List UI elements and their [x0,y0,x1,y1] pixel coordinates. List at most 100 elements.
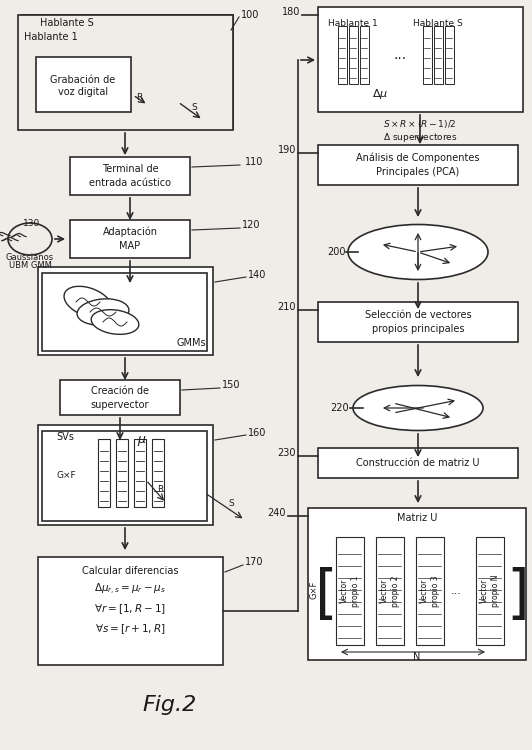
Text: entrada acústico: entrada acústico [89,178,171,188]
FancyBboxPatch shape [318,145,518,185]
Text: SVs: SVs [56,432,74,442]
FancyBboxPatch shape [360,26,369,84]
Text: Gaussianos: Gaussianos [6,253,54,262]
FancyBboxPatch shape [152,439,164,507]
Text: 220: 220 [331,403,350,413]
Text: 230: 230 [278,448,296,458]
Text: $S \times R \times (R-1) / 2$: $S \times R \times (R-1) / 2$ [383,118,457,130]
Text: Vector
propio N: Vector propio N [480,574,500,608]
Text: 100: 100 [241,10,260,20]
Text: 140: 140 [248,270,267,280]
FancyBboxPatch shape [38,425,213,525]
FancyBboxPatch shape [338,26,347,84]
FancyBboxPatch shape [349,26,358,84]
Text: 150: 150 [222,380,240,390]
Text: Terminal de: Terminal de [102,164,159,174]
FancyBboxPatch shape [42,431,207,521]
Ellipse shape [91,310,139,334]
FancyBboxPatch shape [308,508,526,660]
FancyBboxPatch shape [24,15,233,127]
Text: MAP: MAP [120,241,140,251]
Text: 200: 200 [327,247,345,257]
Text: Principales (PCA): Principales (PCA) [376,167,460,177]
FancyBboxPatch shape [336,537,364,645]
Text: N: N [413,652,421,662]
Text: ]: ] [506,568,529,625]
Text: 130: 130 [23,218,40,227]
Text: $\Delta$ supervectores: $\Delta$ supervectores [383,130,458,143]
Text: Creación de: Creación de [91,386,149,396]
Text: S: S [191,104,197,112]
Text: ...: ... [451,586,461,596]
Text: Análisis de Componentes: Análisis de Componentes [356,153,480,164]
Text: Grabación de: Grabación de [51,75,115,85]
Text: μ: μ [137,433,145,446]
Text: Fig.2: Fig.2 [143,695,197,715]
Text: $\Delta\mu_{r,s} = \mu_r - \mu_s$: $\Delta\mu_{r,s} = \mu_r - \mu_s$ [94,581,166,596]
Text: Hablante 1: Hablante 1 [24,32,78,42]
FancyBboxPatch shape [98,439,110,507]
Text: Hablante S: Hablante S [40,18,94,28]
FancyBboxPatch shape [38,267,213,355]
FancyBboxPatch shape [28,15,233,125]
Text: Matriz U: Matriz U [397,513,437,523]
Ellipse shape [64,286,112,318]
FancyBboxPatch shape [60,380,180,415]
Text: Construcción de matriz U: Construcción de matriz U [356,458,480,468]
FancyBboxPatch shape [423,26,432,84]
Text: R: R [136,92,142,101]
Text: 170: 170 [245,557,263,567]
Text: 110: 110 [245,157,263,167]
Text: 190: 190 [278,145,296,155]
Text: $\forall s = [r+1, R]$: $\forall s = [r+1, R]$ [95,622,165,636]
Text: 160: 160 [248,428,267,438]
Text: S: S [228,499,234,508]
Text: [: [ [314,568,337,625]
Text: propios principales: propios principales [372,324,464,334]
Text: voz digital: voz digital [58,87,108,97]
FancyBboxPatch shape [434,26,443,84]
Text: supervector: supervector [91,400,149,410]
FancyBboxPatch shape [476,537,504,645]
Text: $\Delta\mu$: $\Delta\mu$ [372,87,388,101]
Text: 180: 180 [281,7,300,17]
Text: Hablante S: Hablante S [413,20,463,28]
Text: Vector
propio 1: Vector propio 1 [340,575,360,607]
FancyBboxPatch shape [70,220,190,258]
Text: 120: 120 [242,220,261,230]
FancyBboxPatch shape [38,557,223,665]
Text: GMMs: GMMs [176,338,206,348]
FancyBboxPatch shape [318,7,523,112]
FancyBboxPatch shape [21,15,233,129]
FancyBboxPatch shape [416,537,444,645]
Text: ...: ... [394,48,406,62]
FancyBboxPatch shape [318,448,518,478]
Text: Hablante 1: Hablante 1 [328,20,378,28]
FancyBboxPatch shape [70,157,190,195]
FancyBboxPatch shape [32,15,233,123]
Text: R: R [157,484,163,494]
Text: G×F: G×F [56,470,76,479]
FancyBboxPatch shape [116,439,128,507]
Text: 210: 210 [278,302,296,312]
Ellipse shape [348,224,488,280]
Ellipse shape [8,223,52,255]
Ellipse shape [77,298,129,326]
Text: Selección de vectores: Selección de vectores [365,310,471,320]
Text: Vector
propio 3: Vector propio 3 [420,575,440,607]
Ellipse shape [353,386,483,430]
Text: Calcular diferencias: Calcular diferencias [82,566,178,576]
FancyBboxPatch shape [42,273,207,351]
Text: Adaptación: Adaptación [103,226,157,237]
Text: G×F: G×F [310,580,319,599]
FancyBboxPatch shape [376,537,404,645]
FancyBboxPatch shape [318,302,518,342]
FancyBboxPatch shape [445,26,454,84]
FancyBboxPatch shape [134,439,146,507]
Text: $\forall r = [1, R-1]$: $\forall r = [1, R-1]$ [94,602,166,616]
FancyBboxPatch shape [36,57,131,112]
Text: 240: 240 [268,508,286,518]
FancyBboxPatch shape [18,15,233,130]
Text: Vector
propio 2: Vector propio 2 [380,575,400,607]
Text: UBM GMM: UBM GMM [9,260,52,269]
